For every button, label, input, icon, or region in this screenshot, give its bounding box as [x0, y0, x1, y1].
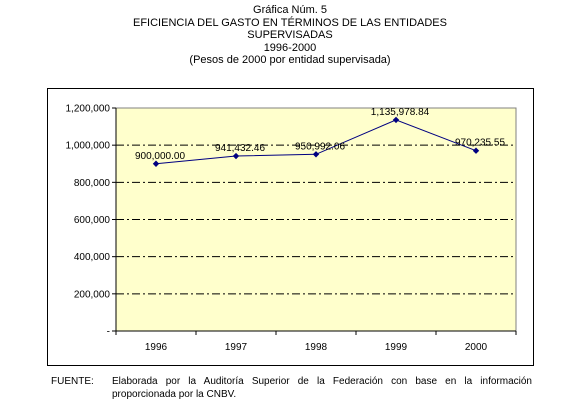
y-tick-label: 800,000 — [74, 178, 111, 189]
x-tick-label: 1998 — [305, 342, 328, 353]
data-label: 900,000.00 — [135, 151, 185, 162]
y-tick-label: 1,000,000 — [66, 141, 111, 152]
chart-number: Gráfica Núm. 5 — [253, 4, 327, 16]
x-tick-label: 1999 — [385, 342, 408, 353]
data-point — [472, 147, 480, 154]
chart-title-block: Gráfica Núm. 5 EFICIENCIA DEL GASTO EN T… — [0, 4, 580, 67]
chart-frame: - 200,000 400,000 600,000 800,000 1,000,000 1,… — [47, 88, 534, 366]
chart-period: 1996-2000 — [263, 41, 317, 54]
data-point — [312, 151, 320, 158]
x-tick-label: 1996 — [145, 342, 168, 353]
data-label: 941,432.46 — [215, 143, 265, 154]
source-text: Elaborada por la Auditoría Superior de l… — [112, 376, 532, 400]
data-point — [232, 152, 240, 160]
data-label: 950,992.06 — [295, 141, 345, 152]
line-chart: - 200,000 400,000 600,000 800,000 1,000,000 1,… — [66, 104, 517, 353]
x-tick-label: 2000 — [465, 342, 488, 353]
x-tick-label: 1997 — [225, 342, 248, 353]
chart-subtitle: (Pesos de 2000 por entidad supervisada) — [189, 54, 391, 66]
y-tick-label: 400,000 — [74, 252, 111, 263]
y-tick-label: - — [107, 327, 110, 338]
data-label: 970,235.55 — [455, 138, 505, 149]
source-label: FUENTE: — [51, 376, 94, 387]
y-tick-label: 200,000 — [74, 289, 111, 300]
y-tick-label: 600,000 — [74, 215, 111, 226]
chart-title-line-2: SUPERVISADAS — [247, 29, 333, 41]
chart-title-line-1: EFICIENCIA DEL GASTO EN TÉRMINOS DE LAS … — [133, 16, 447, 29]
y-tick-label: 1,200,000 — [66, 104, 111, 115]
data-label: 1,135,978.84 — [371, 107, 430, 118]
